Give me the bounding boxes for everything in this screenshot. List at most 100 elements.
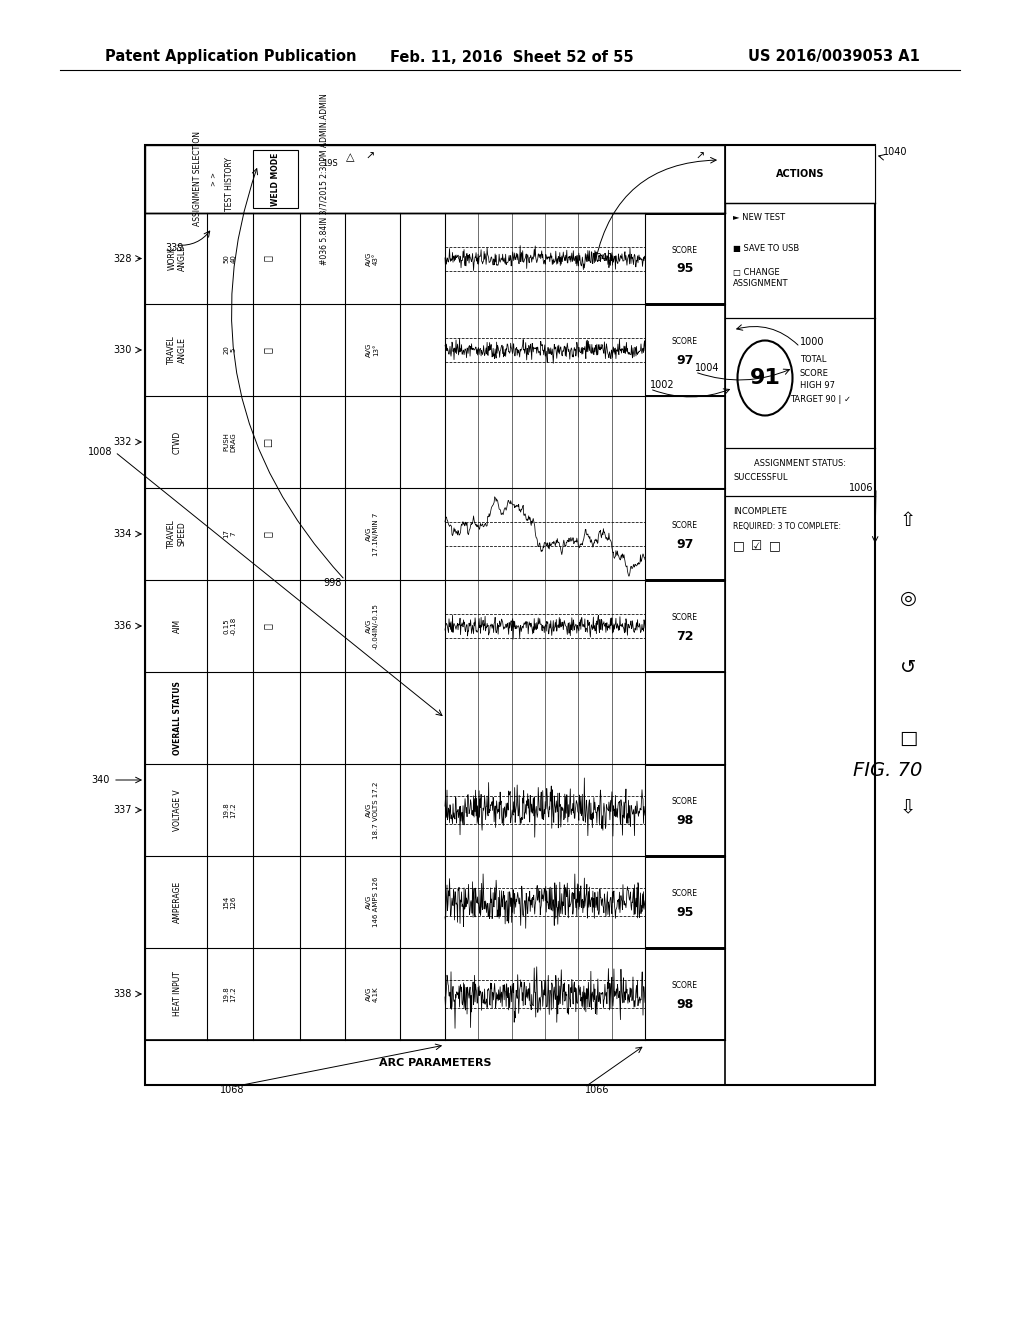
Text: 0.15
-0.18: 0.15 -0.18 [223, 616, 237, 635]
Bar [645, 581, 725, 671]
Text: ◎: ◎ [899, 589, 916, 607]
Text: WELD MODE: WELD MODE [270, 152, 280, 206]
Text: #036 5.84IN 3/7/2015 2:30PM ADMIN.ADMIN: #036 5.84IN 3/7/2015 2:30PM ADMIN.ADMIN [319, 94, 329, 265]
Text: 154
126: 154 126 [223, 895, 237, 908]
Text: 1040: 1040 [883, 147, 907, 157]
Text: AMPERAGE: AMPERAGE [172, 880, 181, 923]
Text: ↗: ↗ [366, 152, 375, 162]
Text: 50
40: 50 40 [223, 253, 237, 263]
Bar [725, 145, 874, 203]
Text: SCORE: SCORE [672, 614, 698, 623]
Text: 19.8
17.2: 19.8 17.2 [223, 803, 237, 818]
Text: HEAT INPUT: HEAT INPUT [172, 972, 181, 1016]
Text: 91: 91 [750, 368, 780, 388]
Text: 340: 340 [91, 775, 110, 785]
Text: SCORE: SCORE [672, 246, 698, 255]
Text: AVG
43°: AVG 43° [366, 251, 379, 265]
Text: 1002: 1002 [650, 380, 675, 389]
Text: OVERALL STATUS: OVERALL STATUS [172, 681, 181, 755]
Text: 95: 95 [676, 261, 693, 275]
Text: SCORE: SCORE [672, 890, 698, 899]
Text: □: □ [769, 540, 780, 553]
Text: 337: 337 [114, 805, 132, 814]
Text: 328: 328 [114, 253, 132, 264]
Text: ↗: ↗ [695, 152, 705, 162]
Text: TRAVEL
SPEED: TRAVEL SPEED [167, 520, 186, 548]
Text: AVG
13°: AVG 13° [366, 343, 379, 358]
Text: 332: 332 [114, 437, 132, 447]
Text: ☑: ☑ [751, 540, 762, 553]
Text: > >: > > [211, 172, 217, 186]
Bar [145, 145, 874, 1085]
Text: SCORE: SCORE [672, 338, 698, 346]
Text: SCORE: SCORE [672, 521, 698, 531]
Text: ASSIGNMENT STATUS:: ASSIGNMENT STATUS: [754, 458, 846, 467]
Text: ⇩: ⇩ [900, 799, 916, 817]
Text: SCORE: SCORE [800, 368, 828, 378]
Text: 334: 334 [114, 529, 132, 539]
Text: INCOMPLETE: INCOMPLETE [733, 507, 786, 516]
Bar [645, 949, 725, 1039]
Text: ASSIGNMENT SELECTION: ASSIGNMENT SELECTION [193, 132, 202, 227]
Text: SCORE: SCORE [672, 797, 698, 807]
Bar [645, 214, 725, 304]
Text: ⬜: ⬜ [263, 256, 273, 261]
Text: TEST HISTORY: TEST HISTORY [225, 157, 234, 211]
Text: 998: 998 [324, 578, 342, 587]
Text: 336: 336 [114, 620, 132, 631]
Text: WORK
ANGLE: WORK ANGLE [167, 246, 186, 272]
Text: TARGET 90 | ✓: TARGET 90 | ✓ [790, 396, 851, 404]
Text: 98: 98 [677, 813, 693, 826]
Bar [645, 305, 725, 395]
Text: ⇧: ⇧ [900, 511, 916, 529]
Text: ⬜: ⬜ [263, 623, 273, 628]
Text: 20
5: 20 5 [223, 346, 237, 355]
Text: □ CHANGE
ASSIGNMENT: □ CHANGE ASSIGNMENT [733, 268, 788, 288]
Text: SCORE: SCORE [672, 982, 698, 990]
Text: 1000: 1000 [800, 337, 824, 347]
Text: REQUIRED: 3 TO COMPLETE:: REQUIRED: 3 TO COMPLETE: [733, 521, 841, 531]
Ellipse shape [737, 341, 793, 416]
Bar [145, 145, 725, 213]
Text: AVG
17.1N/MIN 7: AVG 17.1N/MIN 7 [366, 512, 379, 556]
Text: 341: 341 [595, 253, 613, 263]
Text: □: □ [263, 437, 273, 446]
Text: △: △ [346, 152, 354, 162]
Text: ARC PARAMETERS: ARC PARAMETERS [379, 1057, 492, 1068]
Text: AVG
18.7 VOLTS 17.2: AVG 18.7 VOLTS 17.2 [366, 781, 379, 838]
Text: 1004: 1004 [695, 363, 720, 374]
Text: FIG. 70: FIG. 70 [853, 760, 923, 780]
Text: □: □ [899, 729, 918, 747]
Text: 338: 338 [114, 989, 132, 999]
Text: 1006: 1006 [849, 483, 873, 492]
Bar [253, 150, 298, 209]
Text: 72: 72 [676, 630, 693, 643]
Text: 1066: 1066 [585, 1085, 609, 1096]
Text: 97: 97 [676, 537, 693, 550]
Text: VOLTAGE V: VOLTAGE V [172, 789, 181, 830]
Text: TRAVEL
ANGLE: TRAVEL ANGLE [167, 335, 186, 364]
Text: Feb. 11, 2016  Sheet 52 of 55: Feb. 11, 2016 Sheet 52 of 55 [390, 49, 634, 65]
Text: 97: 97 [676, 354, 693, 367]
Bar [645, 766, 725, 855]
Text: AIM: AIM [172, 619, 181, 634]
Text: ⬜: ⬜ [263, 347, 273, 352]
Text: ■ SAVE TO USB: ■ SAVE TO USB [733, 243, 800, 252]
Text: ACTIONS: ACTIONS [776, 169, 824, 180]
Text: ↺: ↺ [900, 659, 916, 677]
Text: 17
7: 17 7 [223, 529, 237, 539]
Text: TOTAL: TOTAL [800, 355, 826, 364]
Text: 95: 95 [676, 906, 693, 919]
Text: 1008: 1008 [87, 447, 112, 457]
Text: ► NEW TEST: ► NEW TEST [733, 214, 785, 223]
Text: PUSH
DRAG: PUSH DRAG [223, 432, 237, 451]
Text: 1068: 1068 [220, 1085, 245, 1096]
Text: 19.8
17.2: 19.8 17.2 [223, 986, 237, 1002]
Text: □: □ [733, 540, 744, 553]
Text: CTWD: CTWD [172, 430, 181, 454]
Text: AVG
-0.04IN/-0.15: AVG -0.04IN/-0.15 [366, 603, 379, 649]
Text: AVG
146 AMPS 126: AVG 146 AMPS 126 [366, 876, 379, 927]
Text: 330: 330 [114, 345, 132, 355]
Text: 339: 339 [166, 243, 184, 253]
Text: US 2016/0039053 A1: US 2016/0039053 A1 [749, 49, 920, 65]
